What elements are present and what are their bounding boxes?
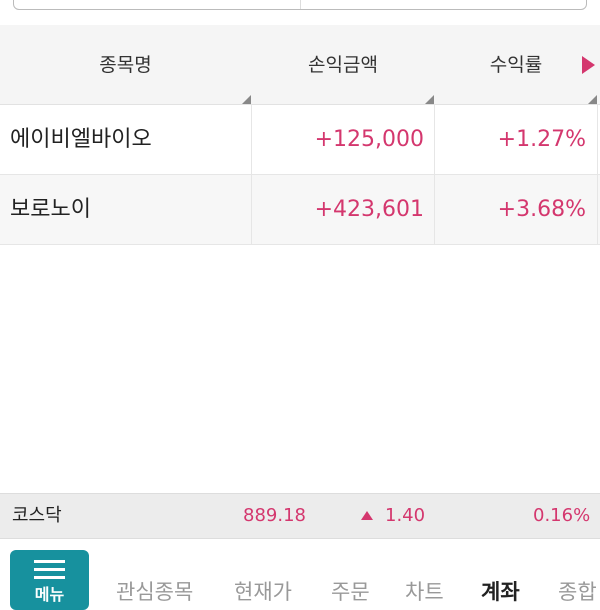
stock-name: 에이비엘바이오 xyxy=(10,127,152,152)
profit-amount: +125,000 xyxy=(314,127,424,152)
header-return-rate[interactable]: 수익률 xyxy=(489,54,543,76)
sort-corner-icon xyxy=(242,95,251,104)
sort-corner-icon xyxy=(588,95,597,104)
nav-account[interactable]: 계좌 xyxy=(481,580,520,604)
nav-order[interactable]: 주문 xyxy=(331,580,370,604)
ticker-rate: 0.16% xyxy=(533,505,591,526)
nav-chart[interactable]: 차트 xyxy=(405,580,444,604)
bottom-nav: 메뉴 관심종목 현재가 주문 차트 계좌 종합 xyxy=(0,540,600,610)
profit-amount: +423,601 xyxy=(314,197,424,222)
column-divider xyxy=(434,105,435,244)
nav-overview[interactable]: 종합 xyxy=(558,580,597,604)
menu-label: 메뉴 xyxy=(34,585,65,604)
ticker-name: 코스닥 xyxy=(12,505,62,526)
sort-corner-icon xyxy=(425,95,434,104)
table-header: 종목명 손익금액 수익률 xyxy=(0,25,600,105)
nav-current-price[interactable]: 현재가 xyxy=(234,580,292,604)
nav-watchlist[interactable]: 관심종목 xyxy=(116,580,194,604)
table-row[interactable]: 보로노이 +423,601 +3.68% xyxy=(0,175,600,245)
segment-right[interactable] xyxy=(301,0,587,9)
column-divider xyxy=(597,105,598,244)
header-profit-amount[interactable]: 손익금액 xyxy=(308,54,378,76)
return-rate: +1.27% xyxy=(497,127,586,152)
hamburger-icon xyxy=(34,560,65,584)
index-ticker[interactable]: 코스닥 889.18 1.40 0.16% xyxy=(0,493,600,539)
segment-left[interactable] xyxy=(14,0,301,9)
return-rate: +3.68% xyxy=(497,197,586,222)
header-stock-name[interactable]: 종목명 xyxy=(99,54,152,76)
triangle-up-icon xyxy=(361,511,373,520)
column-divider xyxy=(251,105,252,244)
table-row[interactable]: 에이비엘바이오 +125,000 +1.27% xyxy=(0,105,600,175)
ticker-value: 889.18 xyxy=(243,505,306,526)
stock-name: 보로노이 xyxy=(10,197,91,222)
top-segment-control[interactable] xyxy=(13,0,587,10)
scroll-right-arrow-icon[interactable] xyxy=(582,56,595,74)
ticker-change: 1.40 xyxy=(385,505,426,526)
menu-button[interactable]: 메뉴 xyxy=(10,550,89,610)
